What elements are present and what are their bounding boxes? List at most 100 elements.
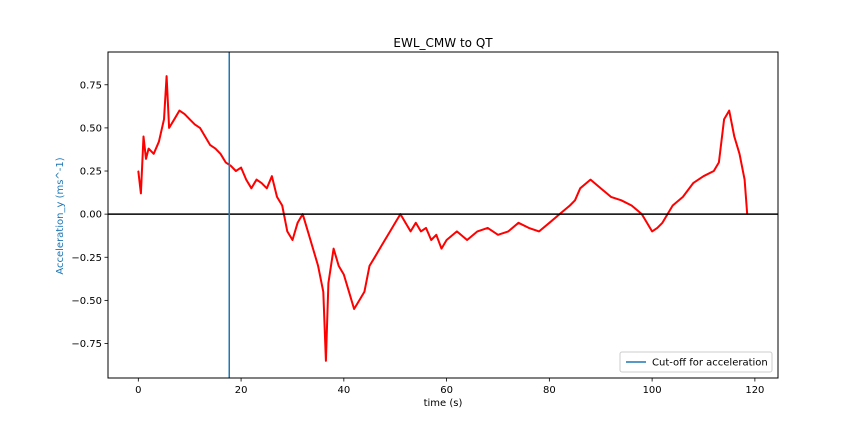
- data-point: [692, 182, 694, 184]
- data-point: [374, 256, 376, 258]
- data-point: [487, 227, 489, 229]
- data-point: [291, 239, 294, 241]
- data-point: [240, 166, 242, 169]
- data-point: [281, 204, 283, 207]
- data-point: [230, 165, 232, 167]
- data-point: [589, 179, 592, 181]
- data-point: [163, 118, 165, 120]
- data-point: [307, 230, 309, 232]
- data-point: [682, 196, 684, 198]
- data-point: [430, 239, 432, 241]
- data-point: [410, 230, 412, 232]
- data-point: [672, 204, 674, 207]
- x-tick-label: 0: [135, 385, 141, 396]
- data-point: [600, 187, 602, 189]
- y-tick-label: −0.50: [71, 296, 102, 307]
- data-point: [286, 230, 288, 232]
- data-point: [194, 123, 196, 126]
- data-point: [445, 239, 448, 241]
- data-point: [713, 170, 715, 172]
- data-point: [507, 230, 509, 232]
- data-point: [394, 222, 396, 224]
- data-point: [199, 127, 201, 129]
- y-axis: −0.75 −0.50 −0.25 0.00 0.25 0.50 0.75: [71, 80, 108, 350]
- data-point: [440, 248, 443, 250]
- data-point: [255, 179, 258, 181]
- data-point: [744, 179, 746, 181]
- data-point: [173, 118, 175, 120]
- data-point: [317, 265, 319, 267]
- data-point: [348, 291, 350, 293]
- data-point: [728, 110, 730, 112]
- data-point: [353, 308, 355, 310]
- data-point: [343, 273, 345, 276]
- data-point: [214, 147, 216, 150]
- data-point: [497, 234, 499, 236]
- data-point: [142, 135, 145, 138]
- y-tick-label: 0.75: [80, 80, 102, 91]
- data-point: [363, 291, 365, 293]
- data-point: [178, 110, 181, 112]
- data-point: [158, 141, 160, 143]
- series-line-1: [137, 75, 749, 362]
- data-point: [332, 248, 335, 250]
- plot-area: [107, 51, 779, 379]
- data-point: [271, 175, 273, 177]
- data-point: [235, 170, 237, 172]
- y-tick-label: 0.00: [80, 210, 102, 221]
- data-point: [420, 230, 422, 232]
- data-point: [183, 113, 186, 115]
- data-point: [327, 282, 330, 284]
- data-point: [610, 196, 612, 198]
- data-point: [147, 147, 150, 150]
- data-point: [296, 222, 299, 224]
- data-point: [368, 265, 371, 267]
- data-point: [312, 248, 314, 250]
- data-point: [702, 175, 705, 177]
- y-tick-label: 0.50: [80, 123, 102, 134]
- y-axis-label: Acceleration_y (ms^-1): [55, 157, 66, 274]
- chart-title: EWL_CMW to QT: [393, 36, 493, 50]
- data-point: [656, 227, 658, 229]
- data-point: [548, 222, 550, 224]
- data-point: [466, 239, 468, 241]
- data-point: [168, 127, 170, 129]
- data-point: [379, 248, 381, 250]
- data-point: [153, 153, 155, 155]
- data-point: [476, 230, 479, 232]
- data-point: [266, 187, 268, 189]
- data-point: [415, 222, 417, 224]
- y-tick-label: −0.25: [71, 253, 102, 264]
- x-tick-label: 60: [440, 385, 453, 396]
- x-tick-label: 40: [337, 385, 350, 396]
- data-point: [137, 170, 139, 172]
- y-tick-label: −0.75: [71, 339, 102, 350]
- data-point: [528, 227, 530, 229]
- data-point: [723, 118, 725, 120]
- legend-box: [619, 351, 773, 373]
- data-point: [651, 230, 653, 232]
- data-point: [435, 234, 437, 236]
- data-point: [404, 222, 407, 224]
- x-tick-label: 100: [643, 385, 662, 396]
- data-point: [250, 187, 252, 189]
- data-point: [384, 239, 386, 241]
- data-point: [630, 204, 633, 207]
- data-point: [574, 199, 576, 201]
- legend-label: Cut-off for acceleration: [652, 358, 768, 369]
- data-point: [538, 230, 540, 232]
- data-point: [425, 227, 427, 229]
- data-point: [165, 75, 168, 77]
- data-point: [276, 196, 278, 198]
- x-axis: 0 20 40 60 80 100 120: [135, 378, 764, 396]
- data-point: [140, 192, 142, 195]
- data-point: [245, 179, 247, 181]
- data-point: [718, 161, 720, 163]
- data-point: [322, 291, 324, 293]
- y-tick-label: 0.25: [80, 167, 102, 178]
- x-axis-label: time (s): [424, 398, 463, 409]
- data-point: [579, 187, 581, 189]
- data-point: [456, 230, 458, 232]
- data-point: [517, 222, 520, 224]
